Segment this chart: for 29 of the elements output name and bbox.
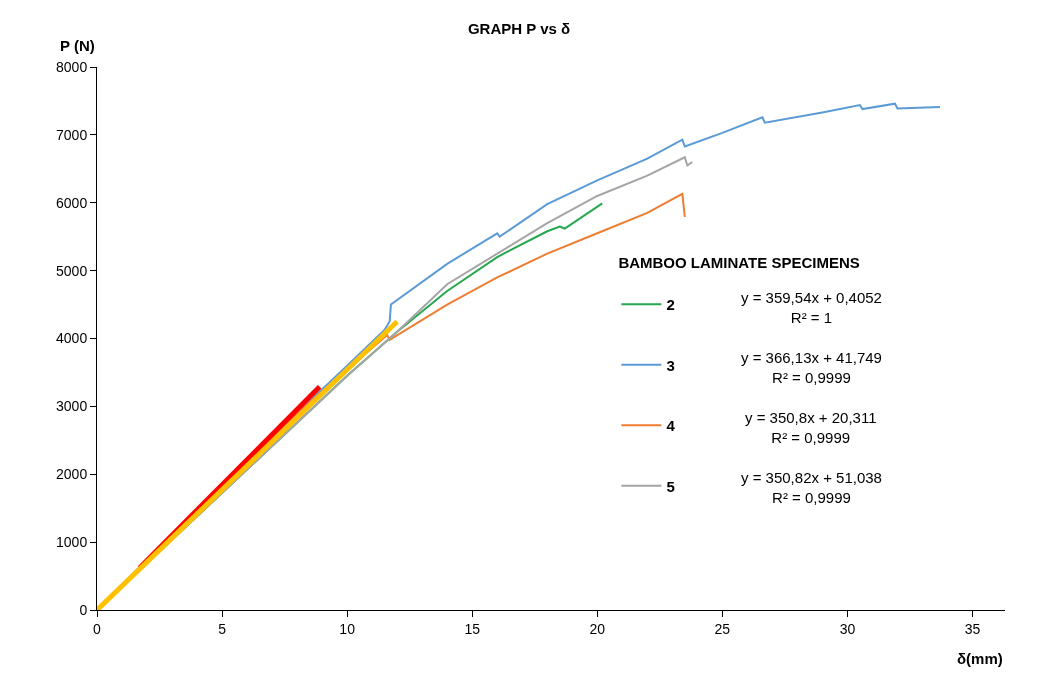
annotation: y = 366,13x + 41,749 R² = 0,9999 <box>741 349 882 386</box>
y-tick-label: 6000 <box>56 194 88 211</box>
legend-title: BAMBOO LAMINATE SPECIMENS <box>618 254 860 272</box>
annotation: y = 350,8x + 20,311 R² = 0,9999 <box>745 409 877 446</box>
x-tick-label: 0 <box>93 620 102 637</box>
annotation: y = 359,54x + 0,4052 R² = 1 <box>741 289 882 326</box>
legend-label: 4 <box>666 417 676 435</box>
x-tick-label: 5 <box>218 620 227 637</box>
legend-label: 5 <box>666 477 675 495</box>
chart-title: GRAPH P vs δ <box>467 20 571 38</box>
y-tick-label: 4000 <box>56 330 88 347</box>
y-tick-label: 5000 <box>56 262 88 279</box>
legend-label: 2 <box>666 296 675 314</box>
x-tick-label: 35 <box>964 620 981 637</box>
x-tick-label: 15 <box>464 620 481 637</box>
y-tick-label: 3000 <box>56 398 88 415</box>
x-axis-title: δ(mm) <box>957 650 1003 667</box>
x-tick-label: 10 <box>339 620 356 637</box>
y-tick-label: 0 <box>79 601 88 618</box>
y-tick-label: 2000 <box>56 466 88 483</box>
legend-label: 3 <box>666 356 675 374</box>
x-tick-label: 30 <box>839 620 856 637</box>
y-tick-label: 8000 <box>56 58 88 75</box>
annotation: y = 350,82x + 51,038 R² = 0,9999 <box>741 469 882 506</box>
x-tick-label: 25 <box>714 620 731 637</box>
x-tick-label: 20 <box>589 620 606 637</box>
y-axis-title: P (N) <box>60 37 95 54</box>
y-tick-label: 7000 <box>56 126 88 143</box>
y-tick-label: 1000 <box>56 534 88 551</box>
